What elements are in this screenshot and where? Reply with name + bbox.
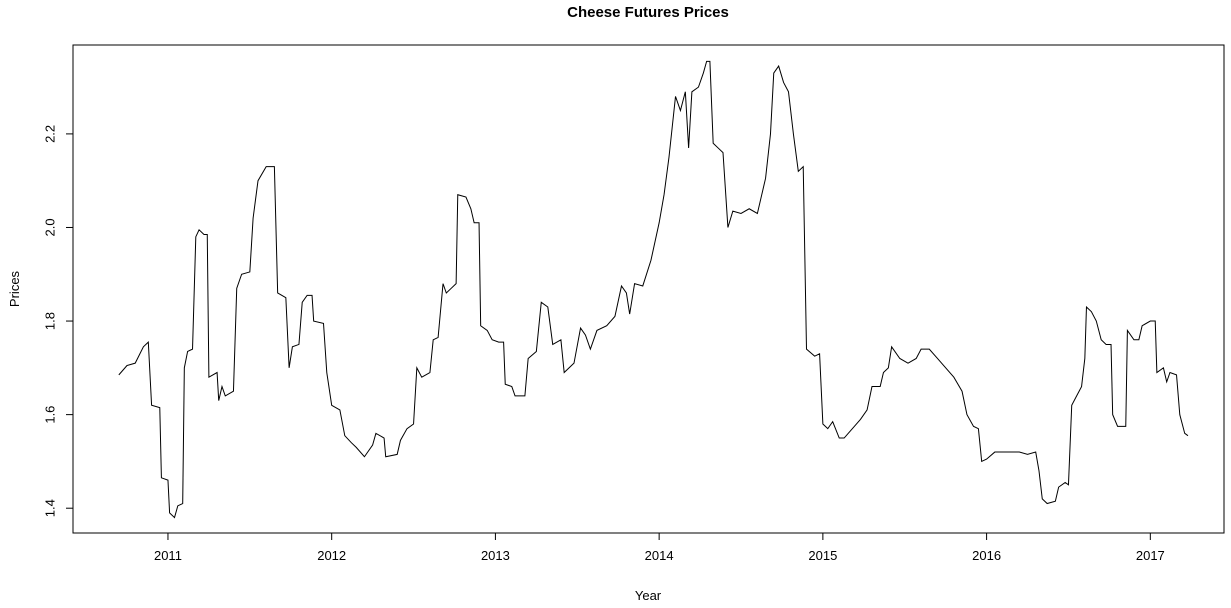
x-tick-label: 2017 xyxy=(1136,548,1165,563)
x-axis-label: Year xyxy=(635,588,662,603)
price-line xyxy=(118,60,1189,519)
x-tick-label: 2012 xyxy=(317,548,346,563)
y-tick-label: 1.6 xyxy=(42,406,57,424)
plot-box xyxy=(72,44,1225,534)
y-tick-label: 1.8 xyxy=(42,312,57,330)
y-tick-label: 2.0 xyxy=(42,218,57,236)
x-tick-label: 2013 xyxy=(481,548,510,563)
y-tick-label: 2.2 xyxy=(42,125,57,143)
y-tick-label: 1.4 xyxy=(42,499,57,517)
x-tick-label: 2015 xyxy=(808,548,837,563)
x-tick-label: 2014 xyxy=(645,548,674,563)
x-tick-label: 2016 xyxy=(972,548,1001,563)
chart-title: Cheese Futures Prices xyxy=(567,4,729,21)
x-tick-label: 2011 xyxy=(154,548,182,563)
y-axis-label: Prices xyxy=(7,270,22,307)
